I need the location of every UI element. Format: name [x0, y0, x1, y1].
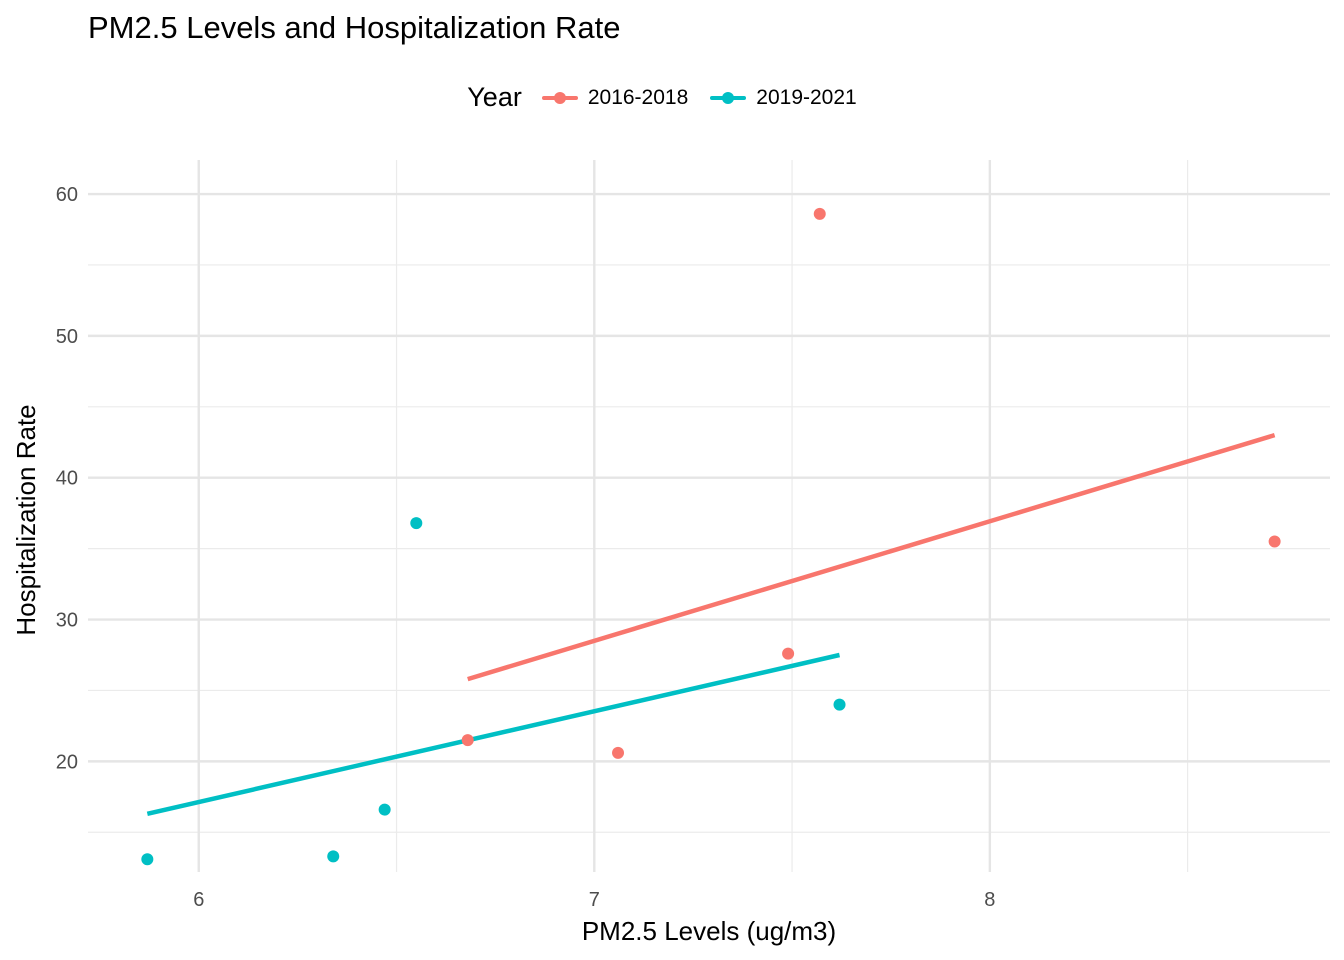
trend-line-2019-2021: [146, 652, 841, 817]
legend-item-2016-2018: 2016-2018: [540, 86, 688, 110]
y-tick-label: 40: [56, 468, 78, 490]
legend-label: 2019-2021: [756, 85, 857, 109]
legend-item-2019-2021: 2019-2021: [708, 85, 857, 110]
trend-line-2016-2018: [467, 433, 1276, 682]
x-tick-label: 6: [193, 889, 204, 911]
data-point-2016-2018: [612, 746, 625, 759]
data-point-2016-2018: [461, 734, 474, 747]
tick-labels: 6 7 8 20 30 40 50 60: [56, 184, 996, 911]
data-points: [141, 207, 1281, 866]
data-point-2019-2021: [327, 850, 340, 863]
grid-major: [88, 160, 1330, 872]
x-tick-label: 7: [589, 889, 600, 911]
data-point-2019-2021: [833, 698, 846, 711]
legend-key-2019-2021: [708, 88, 748, 108]
x-tick-label: 8: [984, 889, 995, 911]
data-point-2019-2021: [378, 803, 391, 816]
y-tick-label: 50: [56, 326, 78, 348]
data-point-2019-2021: [141, 853, 154, 866]
chart-title: PM2.5 Levels and Hospitalization Rate: [88, 10, 621, 45]
x-axis-label: PM2.5 Levels (ug/m3): [582, 916, 836, 946]
legend-title: Year: [467, 82, 522, 112]
grid-minor: [88, 160, 1330, 872]
y-tick-label: 20: [56, 751, 78, 773]
data-point-2019-2021: [410, 517, 423, 530]
legend: Year 2016-2018 2019-2021: [0, 82, 1344, 113]
data-point-2016-2018: [813, 207, 826, 220]
y-tick-label: 60: [56, 184, 78, 206]
trend-lines: [146, 433, 1276, 817]
y-tick-label: 30: [56, 610, 78, 632]
legend-key-2016-2018: [540, 88, 580, 108]
legend-label: 2016-2018: [587, 85, 689, 109]
data-point-2016-2018: [782, 647, 795, 660]
data-point-2016-2018: [1268, 535, 1281, 548]
y-axis-label: Hospitalization Rate: [11, 404, 41, 635]
